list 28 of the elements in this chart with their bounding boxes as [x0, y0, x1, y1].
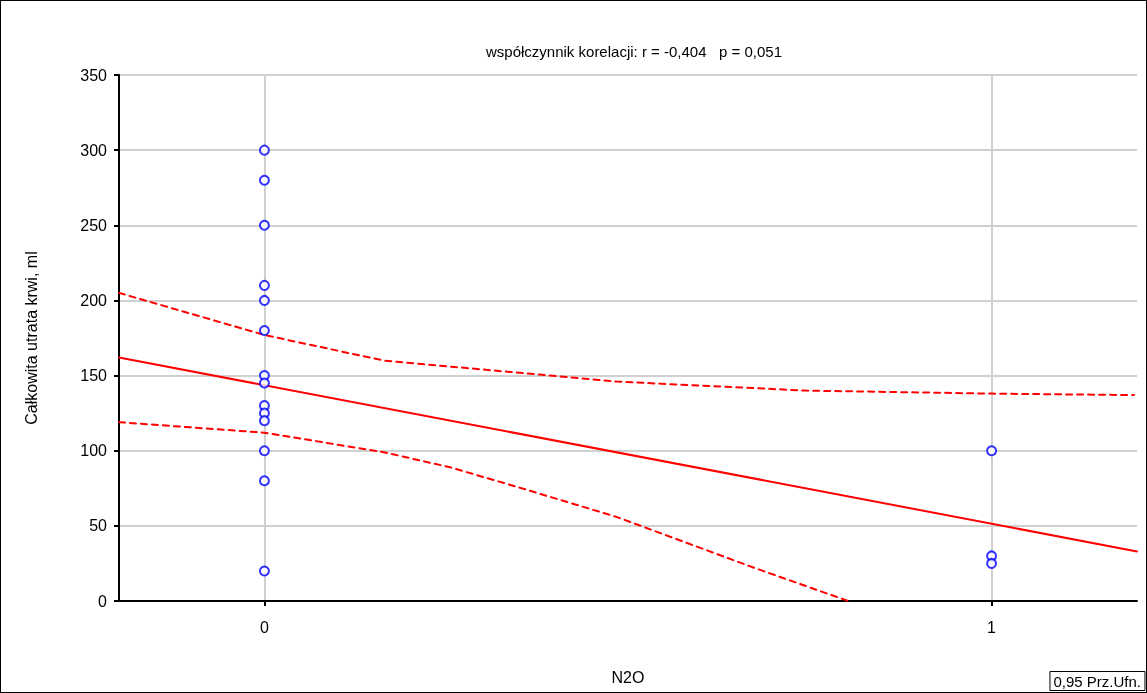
- y-tick-label: 100: [80, 442, 108, 460]
- point: [986, 557, 998, 569]
- text: 0,95 Prz.Ufn.: [1053, 673, 1142, 690]
- y-tick-label: 350: [80, 66, 108, 84]
- point: [258, 445, 270, 457]
- point: [258, 475, 270, 487]
- point: [258, 174, 270, 186]
- y-tick-label: 150: [80, 367, 108, 385]
- y-tick-label: 300: [80, 141, 108, 159]
- y-tick-label: 50: [89, 517, 108, 535]
- x-tick-label: 1: [987, 618, 997, 636]
- line-series: [118, 421, 850, 602]
- y-axis-title: Całkowita utrata krwi, ml: [22, 251, 40, 425]
- y-tick-label: 250: [80, 216, 108, 234]
- point: [986, 445, 998, 457]
- x-axis-title: N2O: [611, 668, 645, 686]
- y-tick-label: 200: [80, 291, 108, 309]
- point: [258, 565, 270, 577]
- line-series: [118, 291, 1136, 397]
- point: [258, 294, 270, 306]
- point: [258, 144, 270, 156]
- point: [258, 324, 270, 336]
- chart-title: współczynnik korelacji: r = -0,404 p = 0,051: [485, 43, 782, 60]
- point: [258, 279, 270, 291]
- point: [258, 219, 270, 231]
- point: [258, 377, 270, 389]
- point: [258, 415, 270, 427]
- y-tick-label: 0: [98, 592, 108, 610]
